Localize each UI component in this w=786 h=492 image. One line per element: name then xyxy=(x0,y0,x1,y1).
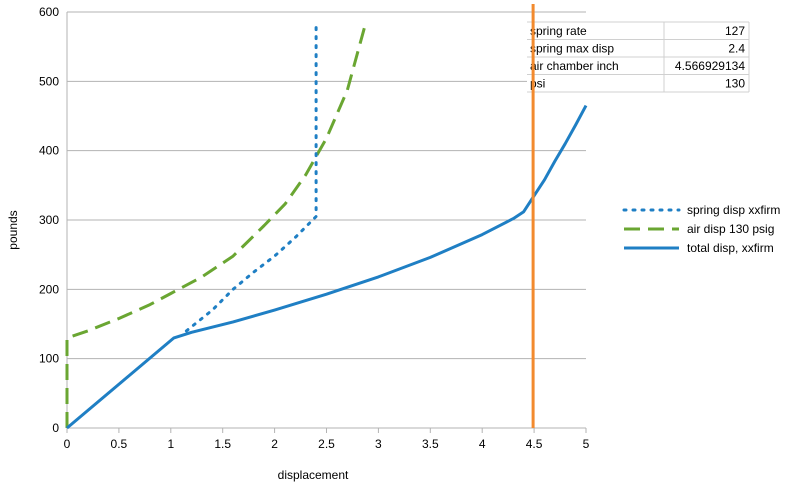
overlay-table: spring rate 127 spring max disp 2.4 air cham… xyxy=(527,21,750,93)
x-tick-label: 0.5 xyxy=(111,437,128,451)
overlay-label: spring rate xyxy=(530,24,587,38)
x-tick-label: 4 xyxy=(479,437,486,451)
y-tick-label: 0 xyxy=(52,421,59,435)
series-line-2 xyxy=(66,104,588,430)
x-tick-label: 5 xyxy=(583,437,590,451)
x-tick-label: 1.5 xyxy=(214,437,231,451)
x-tick-labels: 0 0.5 1 1.5 2 2.5 3 3.5 4 4.5 5 xyxy=(64,437,590,451)
overlay-value: 2.4 xyxy=(728,42,745,56)
x-tick-label: 3 xyxy=(375,437,382,451)
x-tick-label: 1 xyxy=(167,437,174,451)
axes xyxy=(66,12,587,433)
y-tick-label: 100 xyxy=(39,352,59,366)
x-tick-label: 4.5 xyxy=(526,437,543,451)
x-tick-label: 0 xyxy=(64,437,71,451)
series-line-0 xyxy=(184,24,318,333)
y-axis-label: pounds xyxy=(6,210,20,249)
overlay-value: 130 xyxy=(725,77,745,91)
y-tick-label: 400 xyxy=(39,144,59,158)
y-tick-label: 600 xyxy=(39,5,59,19)
overlay-label: spring max disp xyxy=(530,42,614,56)
series-line-1 xyxy=(65,25,367,428)
overlay-value: 4.566929134 xyxy=(675,59,745,73)
x-tick-label: 2 xyxy=(271,437,278,451)
legend-entry-1: air disp 130 psig xyxy=(687,222,774,236)
y-tick-label: 200 xyxy=(39,282,59,296)
overlay-label: air chamber inch xyxy=(530,59,619,73)
legend: spring disp xxfirm air disp 130 psig total… xyxy=(622,203,780,255)
legend-entry-2: total disp, xxfirm xyxy=(687,241,774,255)
legend-entry-0: spring disp xxfirm xyxy=(687,203,780,217)
x-tick-label: 3.5 xyxy=(422,437,439,451)
y-tick-label: 300 xyxy=(39,213,59,227)
x-tick-label: 2.5 xyxy=(318,437,335,451)
y-tick-label: 500 xyxy=(39,74,59,88)
x-axis-label: displacement xyxy=(278,468,349,482)
y-tick-labels: 0 100 200 300 400 500 600 xyxy=(39,5,59,435)
series-layer xyxy=(65,24,588,430)
overlay-value: 127 xyxy=(725,24,745,38)
gridlines xyxy=(67,11,586,360)
